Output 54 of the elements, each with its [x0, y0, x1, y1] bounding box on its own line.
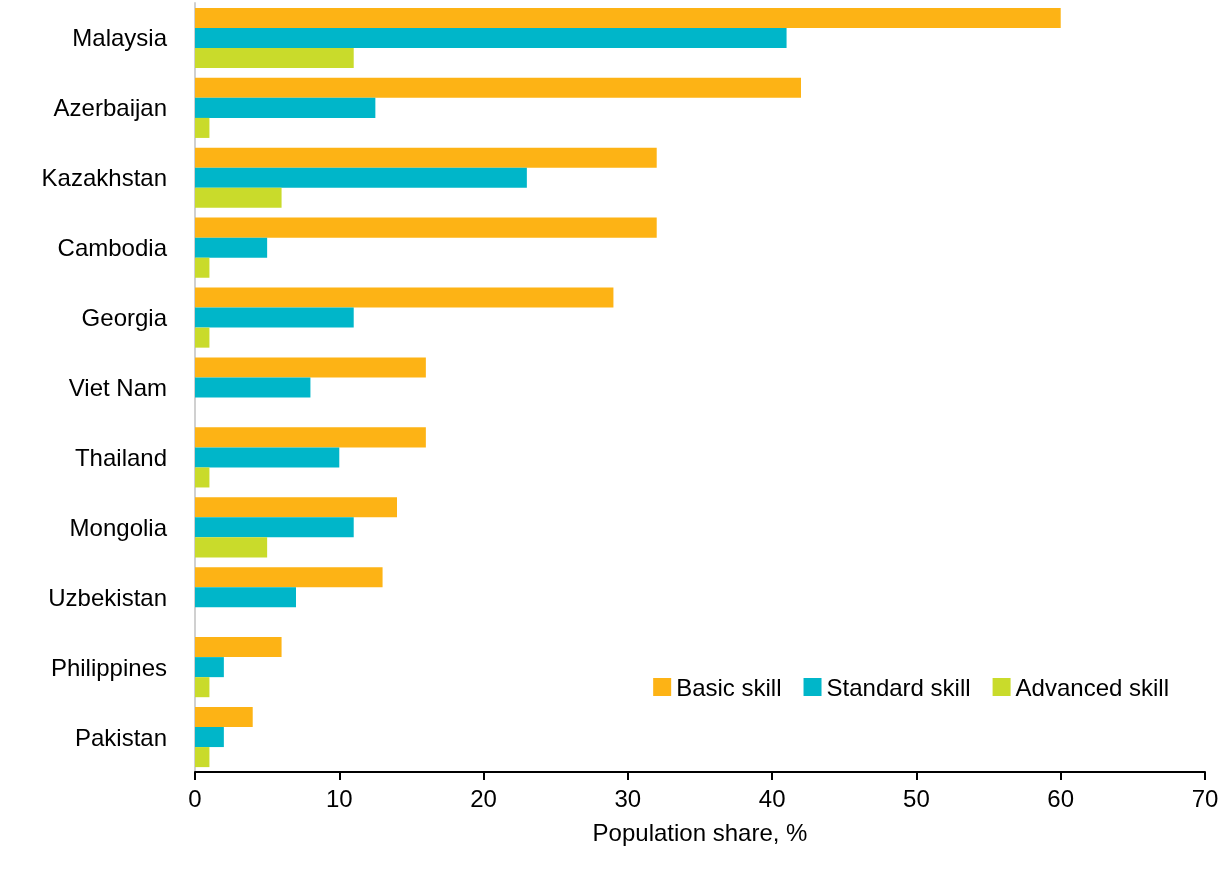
bar	[195, 377, 311, 398]
bar	[195, 187, 282, 208]
bar	[195, 727, 224, 748]
bar	[195, 677, 210, 698]
bar	[195, 27, 787, 48]
y-tick-label: Pakistan	[74, 723, 167, 751]
bar	[195, 657, 224, 678]
y-tick-label: Uzbekistan	[48, 583, 167, 611]
legend-label: Advanced skill	[1015, 673, 1170, 701]
bar	[195, 117, 210, 138]
bar	[195, 47, 354, 69]
x-tick-label: 30	[614, 784, 642, 812]
y-tick-label: Mongolia	[69, 513, 168, 541]
bar	[195, 147, 657, 168]
bar	[195, 747, 210, 768]
y-tick-label: Kazakhstan	[41, 164, 167, 192]
bar	[195, 7, 1061, 28]
bar	[195, 517, 354, 538]
y-tick-label: Azerbaijan	[53, 94, 167, 122]
bar	[195, 427, 426, 448]
y-tick-label: Philippines	[50, 653, 167, 681]
bar	[195, 307, 354, 328]
x-tick-label: 60	[1047, 784, 1075, 812]
x-tick-label: 40	[758, 784, 786, 812]
bar	[195, 467, 210, 488]
bar	[195, 587, 296, 608]
y-tick-label: Georgia	[81, 304, 168, 332]
x-tick-label: 20	[470, 784, 497, 812]
x-tick-label: 10	[325, 784, 353, 812]
legend-label: Basic skill	[676, 673, 782, 701]
bar	[195, 167, 527, 188]
legend-label: Standard skill	[826, 673, 971, 701]
y-tick-label: Viet Nam	[68, 374, 167, 401]
x-tick-label: 50	[903, 784, 930, 812]
bar	[195, 637, 282, 658]
bar	[195, 237, 268, 258]
y-tick-label: Cambodia	[57, 234, 168, 262]
bar	[195, 257, 210, 278]
bar	[195, 537, 268, 558]
x-axis-title: Population share, %	[592, 818, 808, 846]
bar	[195, 567, 383, 588]
bar	[195, 497, 397, 518]
bar	[195, 287, 614, 308]
bar	[195, 357, 426, 378]
bar	[195, 706, 253, 728]
y-tick-label: Thailand	[74, 443, 167, 471]
bar	[195, 327, 210, 348]
bar	[195, 97, 376, 118]
bar	[195, 217, 657, 238]
y-tick-label: Malaysia	[72, 24, 168, 52]
x-tick-label: 0	[188, 784, 202, 812]
bar	[195, 447, 340, 468]
x-tick-label: 70	[1191, 784, 1219, 812]
bar	[195, 77, 801, 98]
